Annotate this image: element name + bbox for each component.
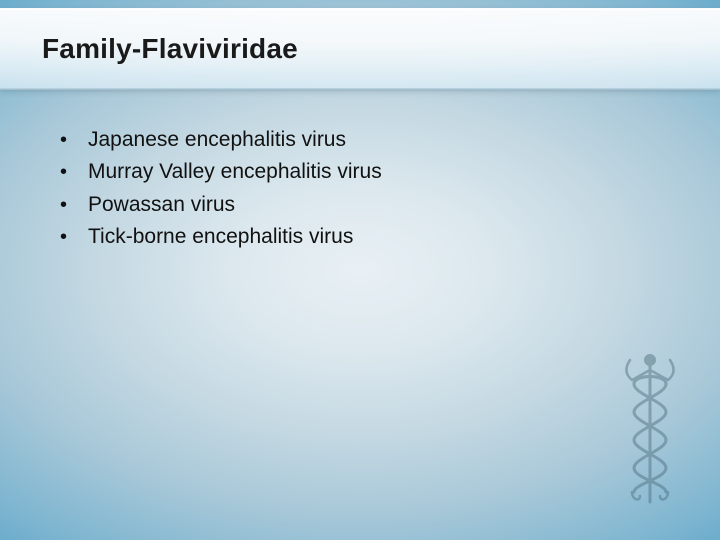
list-item: • Powassan virus xyxy=(54,191,570,219)
bullet-text: Murray Valley encephalitis virus xyxy=(88,158,382,186)
bullet-list: • Japanese encephalitis virus • Murray V… xyxy=(54,126,570,255)
caduceus-icon xyxy=(610,350,690,510)
slide-title: Family-Flaviviridae xyxy=(42,33,298,65)
bullet-icon: • xyxy=(54,224,88,251)
bullet-icon: • xyxy=(54,127,88,154)
bullet-text: Powassan virus xyxy=(88,191,235,219)
bullet-icon: • xyxy=(54,159,88,186)
list-item: • Murray Valley encephalitis virus xyxy=(54,158,570,186)
slide: Family-Flaviviridae • Japanese encephali… xyxy=(0,0,720,540)
bullet-icon: • xyxy=(54,192,88,219)
title-band: Family-Flaviviridae xyxy=(0,8,720,90)
list-item: • Tick-borne encephalitis virus xyxy=(54,223,570,251)
list-item: • Japanese encephalitis virus xyxy=(54,126,570,154)
bullet-text: Japanese encephalitis virus xyxy=(88,126,346,154)
bullet-text: Tick-borne encephalitis virus xyxy=(88,223,353,251)
